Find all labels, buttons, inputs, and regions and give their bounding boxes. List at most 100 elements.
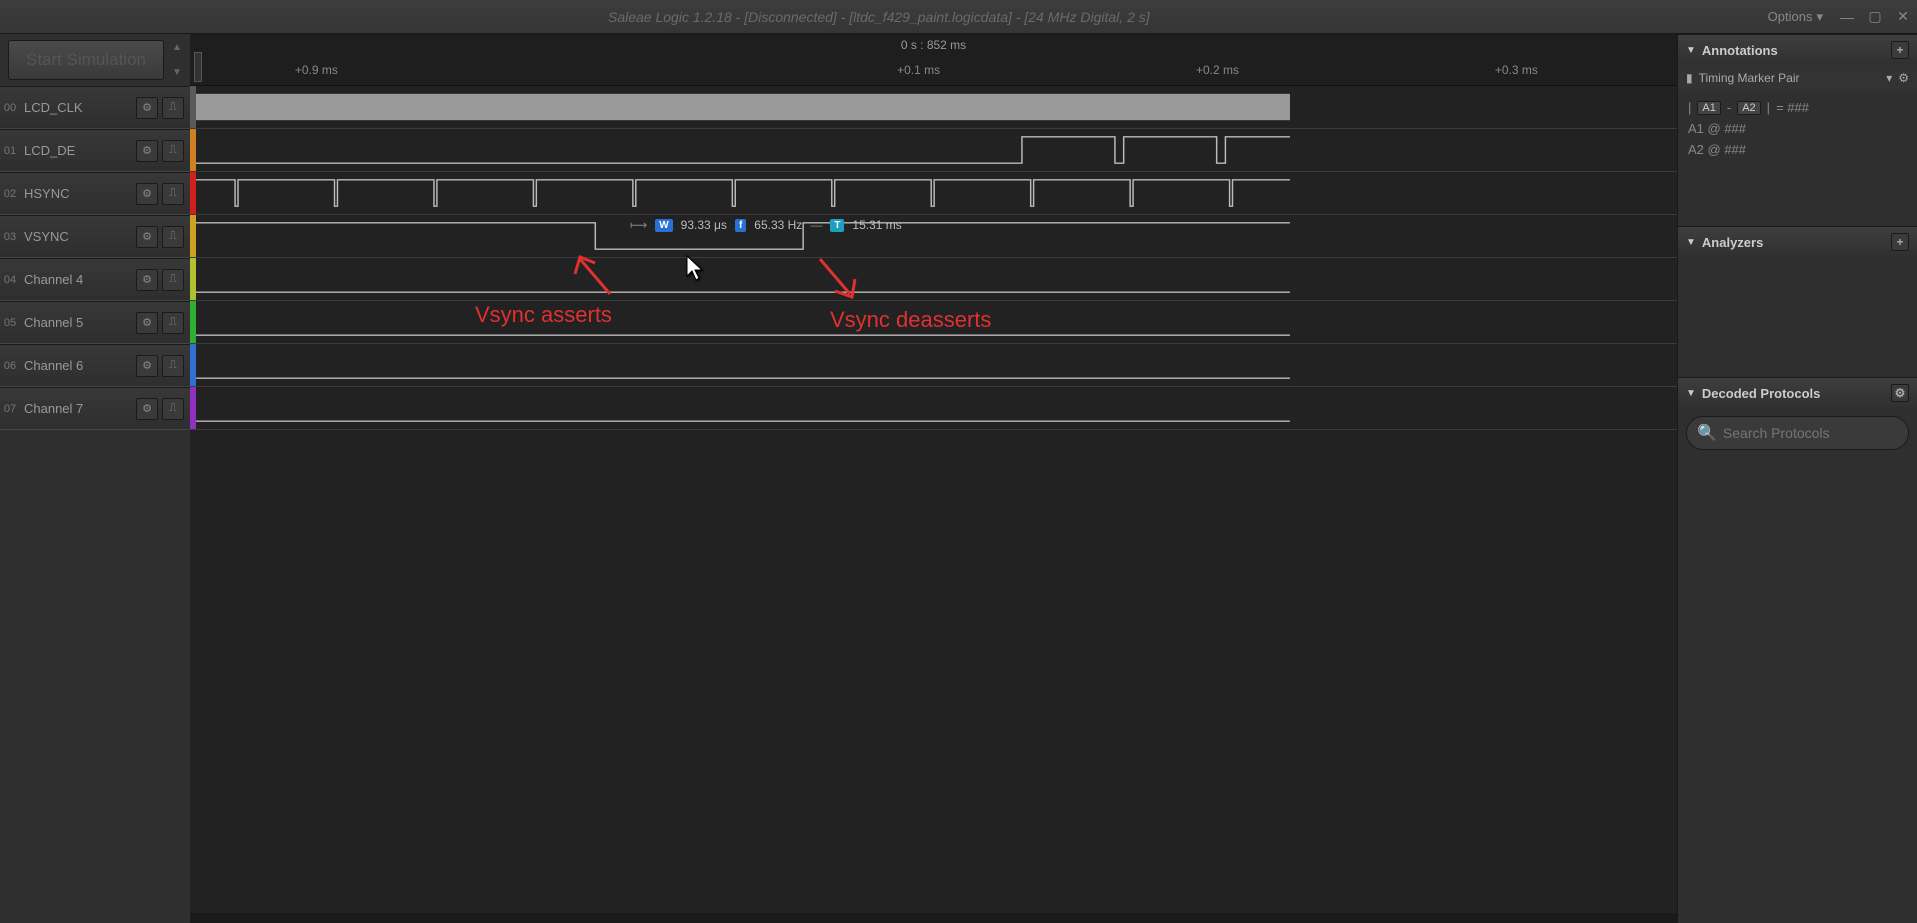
analyzers-header[interactable]: ▼ Analyzers + [1678, 227, 1917, 257]
channel-number: 05 [0, 317, 20, 329]
timeline-tick: +0.3 ms [1495, 63, 1538, 77]
a1-badge[interactable]: A1 [1697, 101, 1720, 115]
chevron-down-icon: ▾ [1816, 9, 1823, 25]
channel-name: LCD_CLK [20, 100, 136, 115]
a2-badge[interactable]: A2 [1737, 101, 1760, 115]
waveform-rows [190, 86, 1677, 430]
minimize-button[interactable]: — [1833, 7, 1861, 27]
measurement-overlay: ⟼ W 93.33 μs f 65.33 Hz — T 15.31 ms [630, 218, 902, 232]
caret-down-icon: ▼ [1686, 388, 1696, 399]
dash: - [1727, 100, 1731, 115]
waveform-row[interactable] [190, 215, 1677, 258]
left-sidebar: Start Simulation ▲ ▼ 00LCD_CLK⚙⎍01LCD_DE… [0, 34, 190, 923]
channel-row[interactable]: 01LCD_DE⚙⎍ [0, 129, 190, 172]
waveform-svg [196, 258, 1290, 300]
channel-row[interactable]: 02HSYNC⚙⎍ [0, 172, 190, 215]
timeline-ticks: +0.9 ms+0.1 ms+0.2 ms+0.3 ms [190, 55, 1677, 85]
decoded-header[interactable]: ▼ Decoded Protocols ⚙ [1678, 378, 1917, 408]
decoded-title: Decoded Protocols [1702, 386, 1820, 401]
gear-icon[interactable]: ⚙ [136, 355, 158, 377]
gear-icon[interactable]: ⚙ [136, 312, 158, 334]
waveform-svg [196, 129, 1290, 171]
channel-row[interactable]: 04Channel 4⚙⎍ [0, 258, 190, 301]
maximize-button[interactable]: ▢ [1861, 7, 1889, 27]
add-annotation-button[interactable]: + [1891, 41, 1909, 59]
protocol-search[interactable]: 🔍 [1686, 416, 1909, 450]
marker-icon: ▮ [1686, 71, 1693, 85]
trigger-icon[interactable]: ⎍ [162, 355, 184, 377]
period-value: 15.31 ms [852, 218, 901, 232]
gear-icon[interactable]: ⚙ [136, 398, 158, 420]
down-arrow-icon[interactable]: ▼ [168, 67, 186, 78]
waveform-svg [196, 344, 1290, 386]
waveform-view[interactable]: 0 s : 852 ms +0.9 ms+0.1 ms+0.2 ms+0.3 m… [190, 34, 1677, 923]
options-menu[interactable]: Options ▾ [1758, 9, 1833, 25]
deassert-annotation: Vsync deasserts [830, 307, 991, 333]
trigger-icon[interactable]: ⎍ [162, 269, 184, 291]
add-analyzer-button[interactable]: + [1891, 233, 1909, 251]
start-simulation-button[interactable]: Start Simulation [8, 40, 164, 80]
right-sidebar: ▼ Annotations + ▮ Timing Marker Pair ▾ ⚙… [1677, 34, 1917, 923]
channel-row[interactable]: 05Channel 5⚙⎍ [0, 301, 190, 344]
decoded-settings-button[interactable]: ⚙ [1891, 384, 1909, 402]
decoded-panel: ▼ Decoded Protocols ⚙ 🔍 [1678, 377, 1917, 658]
sim-arrows: ▲ ▼ [168, 40, 186, 80]
channel-name: Channel 6 [20, 358, 136, 373]
channel-number: 00 [0, 102, 20, 114]
gear-icon[interactable]: ⚙ [136, 97, 158, 119]
width-value: 93.33 μs [681, 218, 727, 232]
timing-pair-header[interactable]: ▮ Timing Marker Pair ▾ ⚙ [1678, 65, 1917, 91]
channel-name: HSYNC [20, 186, 136, 201]
analyzers-panel: ▼ Analyzers + [1678, 226, 1917, 377]
gear-icon[interactable]: ⚙ [1898, 71, 1909, 85]
waveform-row[interactable] [190, 387, 1677, 430]
annotations-panel: ▼ Annotations + ▮ Timing Marker Pair ▾ ⚙… [1678, 34, 1917, 166]
chevron-down-icon: ▾ [1886, 71, 1892, 85]
channel-number: 01 [0, 145, 20, 157]
channel-name: VSYNC [20, 229, 136, 244]
channel-name: Channel 7 [20, 401, 136, 416]
annotations-header[interactable]: ▼ Annotations + [1678, 35, 1917, 65]
trigger-icon[interactable]: ⎍ [162, 97, 184, 119]
waveform-row[interactable] [190, 172, 1677, 215]
trigger-icon[interactable]: ⎍ [162, 312, 184, 334]
channel-number: 06 [0, 360, 20, 372]
waveform-row[interactable] [190, 129, 1677, 172]
period-badge: T [830, 219, 844, 232]
timing-pair-label: Timing Marker Pair [1699, 71, 1800, 85]
gear-icon[interactable]: ⚙ [136, 269, 158, 291]
caret-down-icon: ▼ [1686, 45, 1696, 56]
waveform-row[interactable] [190, 86, 1677, 129]
channel-number: 04 [0, 274, 20, 286]
channel-number: 02 [0, 188, 20, 200]
channel-row[interactable]: 06Channel 6⚙⎍ [0, 344, 190, 387]
marker-diff: = ### [1776, 100, 1809, 115]
analyzers-title: Analyzers [1702, 235, 1763, 250]
a2-line: A2 @ ### [1688, 139, 1907, 160]
trigger-icon[interactable]: ⎍ [162, 226, 184, 248]
close-button[interactable]: ✕ [1889, 7, 1917, 27]
channel-row[interactable]: 03VSYNC⚙⎍ [0, 215, 190, 258]
channel-number: 07 [0, 403, 20, 415]
waveform-svg [196, 387, 1290, 429]
main-area: Start Simulation ▲ ▼ 00LCD_CLK⚙⎍01LCD_DE… [0, 34, 1917, 923]
annotations-title: Annotations [1702, 43, 1778, 58]
waveform-row[interactable] [190, 258, 1677, 301]
waveform-row[interactable] [190, 344, 1677, 387]
gear-icon[interactable]: ⚙ [136, 140, 158, 162]
timeline-center-label: 0 s : 852 ms [190, 38, 1677, 52]
channel-row[interactable]: 00LCD_CLK⚙⎍ [0, 86, 190, 129]
trigger-icon[interactable]: ⎍ [162, 140, 184, 162]
up-arrow-icon[interactable]: ▲ [168, 42, 186, 53]
timeline-tick: +0.9 ms [295, 63, 338, 77]
analyzers-body [1678, 257, 1917, 377]
gear-icon[interactable]: ⚙ [136, 226, 158, 248]
trigger-icon[interactable]: ⎍ [162, 183, 184, 205]
horizontal-scrollbar[interactable] [190, 913, 1677, 923]
channel-row[interactable]: 07Channel 7⚙⎍ [0, 387, 190, 430]
channel-number: 03 [0, 231, 20, 243]
gear-icon[interactable]: ⚙ [136, 183, 158, 205]
trigger-icon[interactable]: ⎍ [162, 398, 184, 420]
timeline-tick: +0.1 ms [897, 63, 940, 77]
protocol-search-input[interactable] [1723, 425, 1904, 441]
